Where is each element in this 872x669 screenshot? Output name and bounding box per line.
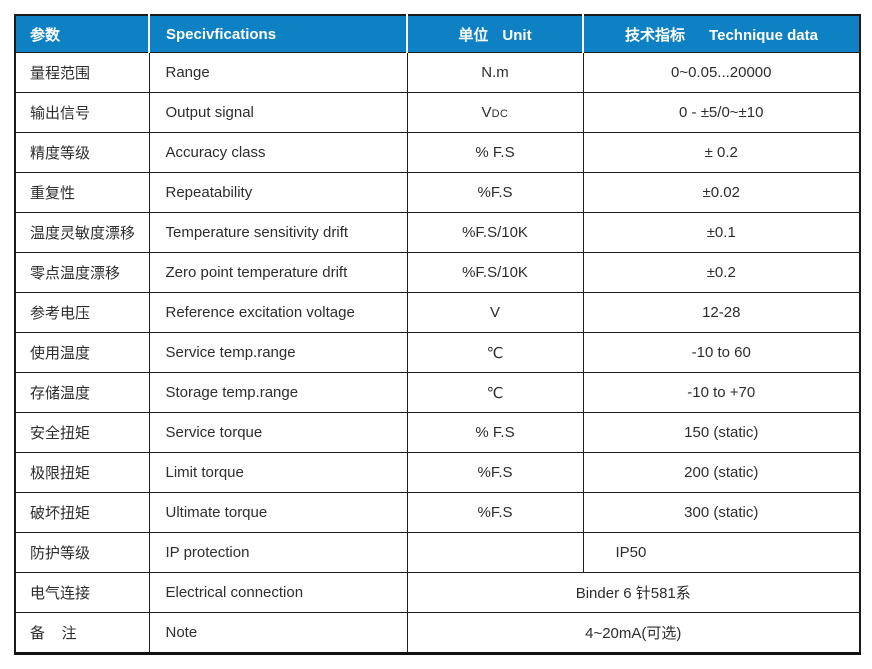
param-cell: 输出信号 xyxy=(14,92,150,133)
value-cell: -10 to +70 xyxy=(582,372,861,413)
header-technique-data: 技术指标 Technique data xyxy=(582,15,860,53)
table-row: 安全扭矩 Service torque % F.S 150 (static) xyxy=(14,412,861,453)
header-unit: 单位 Unit xyxy=(406,15,583,53)
value-cell: 300 (static) xyxy=(582,492,861,533)
unit-main: V xyxy=(481,104,492,121)
specification-table-container: 参数 Specivfications 单位 Unit 技术指标 Technique … xyxy=(14,14,861,655)
header-tech-cn: 技术指标 xyxy=(625,26,686,44)
table-row: 防护等级 IP protection IP50 xyxy=(14,532,861,573)
table-row: 重复性 Repeatability %F.S ±0.02 xyxy=(14,172,861,213)
value-cell: IP50 xyxy=(582,532,861,573)
header-unit-en: Unit xyxy=(502,26,532,44)
unit-cell: %F.S xyxy=(406,172,584,213)
table-row: 极限扭矩 Limit torque %F.S 200 (static) xyxy=(14,452,861,493)
param-cell: 存储温度 xyxy=(14,372,150,413)
param-cell: 量程范围 xyxy=(14,52,150,93)
param-cell: 极限扭矩 xyxy=(14,452,150,493)
param-cell: 备 注 xyxy=(14,612,150,654)
unit-cell: % F.S xyxy=(406,412,584,453)
value-cell: ±0.1 xyxy=(582,212,861,253)
merged-value-cell: 4~20mA(可选) xyxy=(406,612,861,654)
table-row: 输出信号 Output signal VDC 0 - ±5/0~±10 xyxy=(14,92,861,133)
spec-cell: Accuracy class xyxy=(148,132,408,173)
value-cell: -10 to 60 xyxy=(582,332,861,373)
spec-cell: Zero point temperature drift xyxy=(148,252,408,293)
unit-subscript: DC xyxy=(491,108,509,120)
table-row: 温度灵敏度漂移 Temperature sensitivity drift %F… xyxy=(14,212,861,253)
table-row: 零点温度漂移 Zero point temperature drift %F.S… xyxy=(14,252,861,293)
param-cell: 电气连接 xyxy=(14,572,150,613)
unit-cell: N.m xyxy=(406,52,584,93)
specification-table: 参数 Specivfications 单位 Unit 技术指标 Technique … xyxy=(14,14,861,655)
value-cell: 150 (static) xyxy=(582,412,861,453)
header-specifications: Specivfications xyxy=(148,15,407,53)
table-row: 备 注 Note 4~20mA(可选) xyxy=(14,612,861,654)
spec-cell: Output signal xyxy=(148,92,408,133)
spec-cell: Note xyxy=(148,612,408,654)
param-cell: 防护等级 xyxy=(14,532,150,573)
param-cell: 使用温度 xyxy=(14,332,150,373)
param-cell: 零点温度漂移 xyxy=(14,252,150,293)
spec-cell: Electrical connection xyxy=(148,572,408,613)
unit-cell: %F.S xyxy=(406,452,584,493)
header-param-cn: 参数 xyxy=(15,15,149,53)
merged-value-cell: Binder 6 针581系 xyxy=(406,572,861,613)
spec-cell: Service torque xyxy=(148,412,408,453)
spec-cell: Reference excitation voltage xyxy=(148,292,408,333)
unit-cell: % F.S xyxy=(406,132,584,173)
header-row: 参数 Specivfications 单位 Unit 技术指标 Technique … xyxy=(15,15,860,53)
unit-cell xyxy=(406,532,584,573)
unit-cell: V xyxy=(406,292,584,333)
spec-cell: Limit torque xyxy=(148,452,408,493)
spec-cell: Storage temp.range xyxy=(148,372,408,413)
unit-cell: VDC xyxy=(406,92,584,133)
unit-cell: %F.S/10K xyxy=(406,252,584,293)
value-cell: 0~0.05...20000 xyxy=(582,52,861,93)
value-cell: 200 (static) xyxy=(582,452,861,493)
value-cell: 0 - ±5/0~±10 xyxy=(582,92,861,133)
spec-cell: Repeatability xyxy=(148,172,408,213)
table-row: 破坏扭矩 Ultimate torque %F.S 300 (static) xyxy=(14,492,861,533)
table-row: 存储温度 Storage temp.range ℃ -10 to +70 xyxy=(14,372,861,413)
param-cell: 安全扭矩 xyxy=(14,412,150,453)
spec-cell: IP protection xyxy=(148,532,408,573)
header-tech-en: Technique data xyxy=(709,26,818,44)
table-row: 参考电压 Reference excitation voltage V 12-2… xyxy=(14,292,861,333)
unit-cell: ℃ xyxy=(406,372,584,413)
param-cell: 重复性 xyxy=(14,172,150,213)
value-cell: 12-28 xyxy=(582,292,861,333)
unit-cell: %F.S/10K xyxy=(406,212,584,253)
value-cell: ± 0.2 xyxy=(582,132,861,173)
unit-cell: ℃ xyxy=(406,332,584,373)
spec-cell: Service temp.range xyxy=(148,332,408,373)
param-cell: 精度等级 xyxy=(14,132,150,173)
spec-cell: Ultimate torque xyxy=(148,492,408,533)
param-cell: 破坏扭矩 xyxy=(14,492,150,533)
table-row: 精度等级 Accuracy class % F.S ± 0.2 xyxy=(14,132,861,173)
table-row: 使用温度 Service temp.range ℃ -10 to 60 xyxy=(14,332,861,373)
header-unit-cn: 单位 xyxy=(458,26,489,44)
param-cell: 参考电压 xyxy=(14,292,150,333)
value-cell: ±0.02 xyxy=(582,172,861,213)
value-cell: ±0.2 xyxy=(582,252,861,293)
unit-cell: %F.S xyxy=(406,492,584,533)
spec-cell: Range xyxy=(148,52,408,93)
spec-cell: Temperature sensitivity drift xyxy=(148,212,408,253)
table-row: 电气连接 Electrical connection Binder 6 针581… xyxy=(14,572,861,613)
table-row: 量程范围 Range N.m 0~0.05...20000 xyxy=(14,52,861,93)
param-cell: 温度灵敏度漂移 xyxy=(14,212,150,253)
